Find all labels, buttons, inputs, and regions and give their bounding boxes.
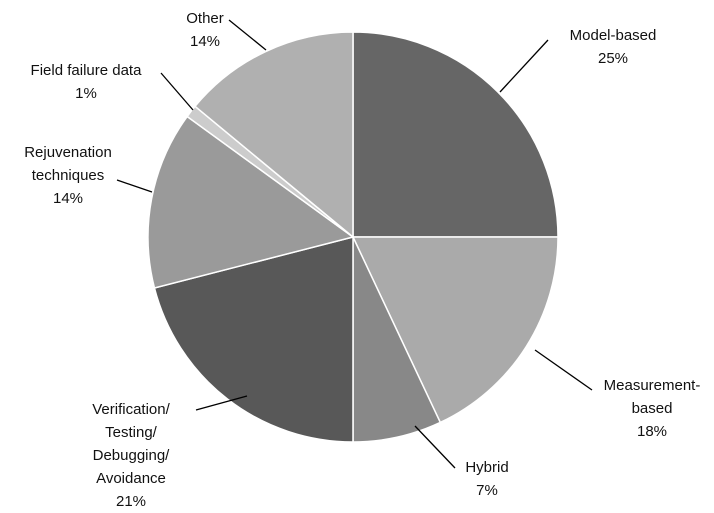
pie-slice: [351, 236, 559, 424]
category-label: Measurement-based: [603, 377, 701, 417]
leader-line: [195, 395, 248, 411]
leader-line: [228, 19, 267, 51]
slice-label: Verification/ Testing/ Debugging/ Avoida…: [81, 398, 181, 513]
leader-line: [499, 39, 549, 93]
category-label: Hybrid: [465, 459, 509, 476]
pie-slice: [193, 31, 354, 239]
category-label: Other: [186, 10, 224, 27]
percent-label: 18%: [636, 423, 668, 440]
slice-label: Field failure data 1%: [1, 59, 171, 105]
category-label: Model-based: [569, 27, 657, 44]
leader-line: [534, 349, 593, 391]
percent-label: 1%: [75, 85, 97, 102]
pie-slice: [352, 31, 559, 238]
category-label: Field failure data: [30, 62, 142, 79]
leader-line: [116, 179, 153, 193]
percent-label: 25%: [597, 50, 629, 67]
percent-label: 7%: [476, 482, 498, 499]
slice-label: Model-based 25%: [548, 24, 678, 70]
pie-slice: [147, 115, 355, 289]
slice-label: Rejuvenation techniques 14%: [8, 141, 128, 210]
leader-line: [160, 72, 194, 111]
slice-label: Measurement-based 18%: [597, 374, 707, 443]
leader-line: [414, 425, 456, 469]
percent-label: 14%: [189, 33, 221, 50]
category-label: Verification/ Testing/ Debugging/ Avoida…: [92, 401, 170, 487]
slice-label: Other 14%: [165, 7, 245, 53]
percent-label: 14%: [52, 190, 84, 207]
category-label: Rejuvenation techniques: [24, 144, 112, 184]
percent-label: 21%: [115, 493, 147, 510]
slice-label: Hybrid 7%: [447, 456, 527, 502]
pie-slice: [153, 236, 354, 443]
